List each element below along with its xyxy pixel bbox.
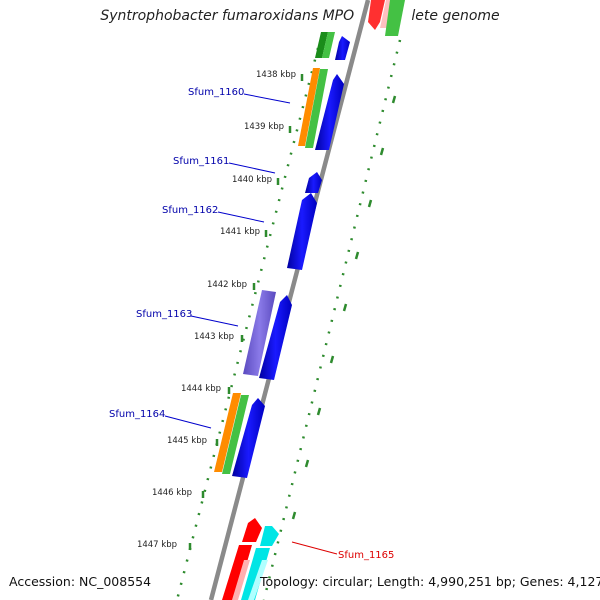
- leader-line-1163: [190, 315, 239, 327]
- tick-label: 1442 kbp: [207, 280, 247, 290]
- feature-orange-1160: [298, 68, 320, 146]
- tick-label: 1440 kbp: [232, 175, 272, 185]
- tick-marks: [188, 74, 397, 550]
- feature-rrna-top: [368, 0, 385, 30]
- cds-arrow-1161: [305, 172, 322, 193]
- misc-feature-1163: [243, 290, 276, 376]
- leader-line-1165: [291, 541, 338, 555]
- leader-line-1160: [243, 93, 291, 104]
- tick-label: 1447 kbp: [137, 540, 177, 550]
- leader-line-1161: [228, 162, 276, 174]
- gene-label-sfum-1161[interactable]: Sfum_1161: [173, 156, 229, 167]
- leader-line-1162: [217, 211, 265, 223]
- cds-arrow-1164: [232, 398, 265, 478]
- feature-green-1164: [222, 395, 249, 474]
- rrna-arrow-1165: [242, 518, 262, 542]
- tick-label: 1444 kbp: [181, 384, 221, 394]
- cds-arrow-1160: [315, 74, 344, 150]
- feature-green-a: [315, 32, 328, 58]
- accession-text: Accession: NC_008554: [9, 574, 152, 589]
- tick-label: 1443 kbp: [194, 332, 234, 342]
- leader-line-1164: [164, 415, 212, 429]
- feature-green-top: [385, 0, 405, 36]
- tick-label: 1445 kbp: [167, 436, 207, 446]
- feature-green-1160: [305, 69, 328, 148]
- gene-label-sfum-1162[interactable]: Sfum_1162: [162, 205, 218, 216]
- gene-label-sfum-1160[interactable]: Sfum_1160: [188, 87, 244, 98]
- gene-label-sfum-1163[interactable]: Sfum_1163: [136, 309, 192, 320]
- tick-label: 1439 kbp: [244, 122, 284, 132]
- rrna-feature-1165: [222, 545, 252, 600]
- trna-light-1165: [248, 560, 268, 600]
- tick-label: 1438 kbp: [256, 70, 296, 80]
- feature-orange-1164: [214, 393, 241, 472]
- rrna-pink-1165: [232, 560, 250, 600]
- cds-arrow-1163: [259, 295, 292, 380]
- gene-label-sfum-1164[interactable]: Sfum_1164: [109, 409, 165, 420]
- tick-label: 1441 kbp: [220, 227, 260, 237]
- gene-label-sfum-1165[interactable]: Sfum_1165: [338, 550, 394, 561]
- tick-label: 1446 kbp: [152, 488, 192, 498]
- trna-arrow-1165: [260, 526, 279, 546]
- outer-ruler-dots: [262, 39, 402, 600]
- feature-green-b: [322, 32, 335, 58]
- cds-arrow-1162: [287, 193, 317, 270]
- feature-blue-top: [335, 36, 350, 60]
- topology-text: Topology: circular; Length: 4,990,251 bp…: [260, 574, 600, 589]
